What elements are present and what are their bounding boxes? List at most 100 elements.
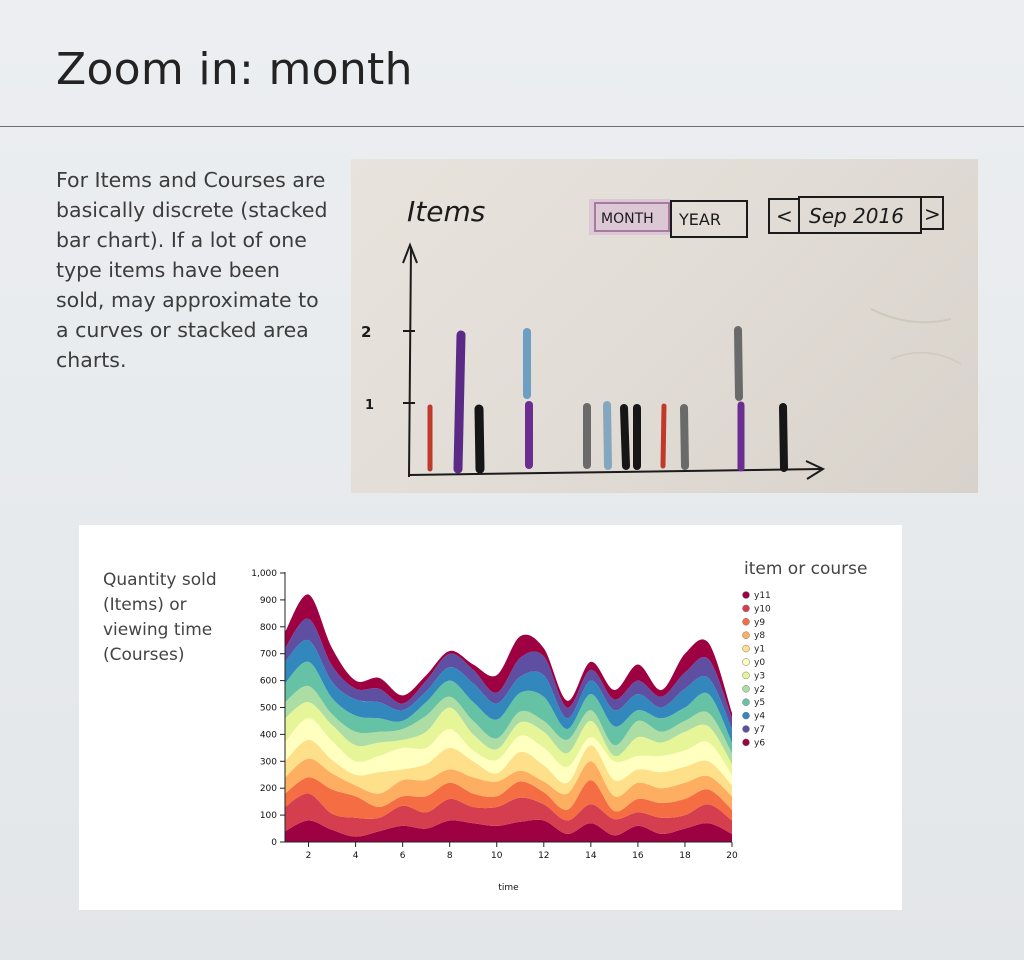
sketch-bar (453, 330, 466, 474)
area-y2 (285, 739, 732, 797)
x-tick-label: 6 (400, 851, 406, 861)
sketch-x-arrow (805, 460, 826, 480)
sketch-bars (427, 326, 788, 474)
x-tick-label: 12 (538, 851, 549, 861)
slide-title: Zoom in: month (56, 44, 413, 95)
y-tick-label: 300 (260, 757, 277, 767)
period-label: Sep 2016 (809, 204, 904, 228)
sketch-bar (680, 404, 689, 470)
legend-item-y11: y11 (742, 591, 771, 601)
y-tick-label: 700 (260, 650, 277, 660)
legend-swatch (742, 671, 750, 680)
area-y4 (285, 777, 732, 821)
period-display: Sep 2016 (798, 196, 922, 234)
stream-areas (285, 594, 732, 842)
sketch-tick-label-2: 2 (361, 323, 371, 341)
legend-item-y8: y8 (742, 631, 765, 641)
prev-period-button[interactable]: < (768, 198, 800, 234)
slide-description: For Items and Courses are basically disc… (56, 168, 328, 372)
legend-item-y0: y0 (742, 658, 765, 668)
y-axis-label: Quantity sold (Items) or viewing time (C… (103, 570, 217, 665)
x-axis: 2 4 6 8 10 12 14 16 18 20 (285, 841, 738, 861)
next-label: > (924, 202, 941, 226)
area-y10 (285, 618, 732, 730)
legend-swatch (742, 738, 750, 747)
x-tick-label: 8 (447, 851, 453, 861)
x-tick-label: 4 (353, 851, 359, 861)
y-tick-label: 800 (260, 623, 277, 633)
y-tick-label: 0 (271, 838, 277, 848)
legend-swatch (742, 725, 750, 733)
year-toggle-label: YEAR (678, 210, 721, 229)
legend-label: y0 (754, 658, 765, 668)
legend-item-y2: y2 (742, 685, 765, 695)
streamgraph-chart: 0 100 200 300 400 500 600 700 800 900 1,000 2 4 6 8 10… (251, 559, 867, 893)
y-tick-label: 1,000 (251, 569, 277, 579)
area-y5 (285, 758, 732, 812)
legend-swatch (742, 698, 750, 706)
legend-label: y2 (754, 685, 765, 695)
legend-label: y10 (754, 604, 771, 614)
legend-swatch (742, 658, 750, 666)
legend-swatch (742, 644, 750, 653)
y-tick-label: 600 (260, 677, 277, 687)
x-tick-label: 18 (679, 851, 691, 861)
legend-swatch (742, 631, 750, 639)
sketch-drawing: Items MONTH YEAR < Sep 2016 > 2 (361, 195, 962, 480)
y-tick-label: 200 (260, 784, 277, 794)
year-toggle[interactable]: YEAR (670, 200, 748, 238)
month-toggle-label: MONTH (601, 211, 654, 227)
paper-crease (870, 308, 952, 324)
legend-item-y6: y6 (742, 738, 765, 748)
area-y8 (285, 661, 732, 754)
sketch-bar (779, 403, 788, 472)
sketch-bar (734, 326, 743, 401)
legend-label: y5 (754, 698, 765, 708)
legend-item-y7: y7 (742, 725, 765, 735)
legend-swatch (742, 591, 750, 599)
legend-item-y10: y10 (742, 604, 771, 614)
area-y1 (285, 685, 732, 764)
legend-label: y1 (754, 645, 765, 655)
legend-label: y8 (754, 631, 765, 641)
legend-label: y3 (754, 671, 765, 681)
sketch-y-arrow (402, 242, 418, 264)
legend-item-y5: y5 (742, 698, 765, 708)
sketch-bar (660, 403, 667, 469)
legend-swatch (742, 618, 750, 626)
legend-swatch (742, 685, 750, 693)
area-y7 (285, 793, 732, 837)
area-y6 (285, 819, 732, 842)
title-divider (0, 126, 1024, 127)
y-tick-label: 500 (260, 704, 277, 714)
legend-label: y4 (754, 712, 765, 722)
month-toggle[interactable]: MONTH (594, 202, 670, 232)
x-tick-label: 16 (632, 851, 644, 861)
paper-crease (890, 351, 962, 365)
x-tick-label: 2 (306, 851, 312, 861)
area-y3 (285, 718, 732, 786)
sketch-tick-label-1: 1 (365, 398, 374, 413)
legend-label: y6 (754, 738, 765, 748)
next-period-button[interactable]: > (920, 196, 944, 230)
streamgraph-card: Quantity sold (Items) or viewing time (C… (79, 525, 902, 910)
sketch-title: Items (407, 195, 485, 228)
y-axis: 0 100 200 300 400 500 600 700 800 900 1,000 (251, 569, 286, 848)
prev-label: < (776, 204, 793, 228)
legend-item-y9: y9 (742, 618, 765, 628)
area-y11 (285, 594, 732, 719)
legend-swatch (742, 711, 750, 720)
x-tick-label: 14 (585, 851, 597, 861)
sketch-bar (620, 404, 630, 470)
legend-title: item or course (744, 559, 867, 579)
area-y0 (285, 702, 732, 775)
legend-label: y7 (754, 725, 765, 735)
legend-item-y3: y3 (742, 671, 765, 681)
x-tick-label: 20 (726, 851, 738, 861)
x-tick-label: 10 (491, 851, 503, 861)
sketch-x-axis (408, 468, 822, 476)
sketch-photo: Items MONTH YEAR < Sep 2016 > 2 (351, 159, 978, 493)
legend-label: y9 (754, 618, 765, 628)
legend: y11 y10 y9 y8 y1 y0 y3 y2 y5 y4 y7 y6 (742, 591, 771, 748)
y-tick-label: 400 (260, 730, 277, 740)
